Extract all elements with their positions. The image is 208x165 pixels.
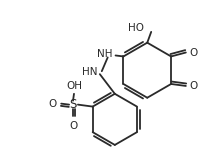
Text: S: S — [69, 98, 77, 111]
Text: HO: HO — [128, 23, 144, 33]
Text: O: O — [190, 48, 198, 58]
Text: O: O — [48, 99, 56, 109]
Text: O: O — [69, 121, 77, 131]
Text: NH: NH — [97, 50, 113, 59]
Text: O: O — [190, 81, 198, 91]
Text: OH: OH — [66, 81, 82, 91]
Text: HN: HN — [82, 67, 98, 77]
